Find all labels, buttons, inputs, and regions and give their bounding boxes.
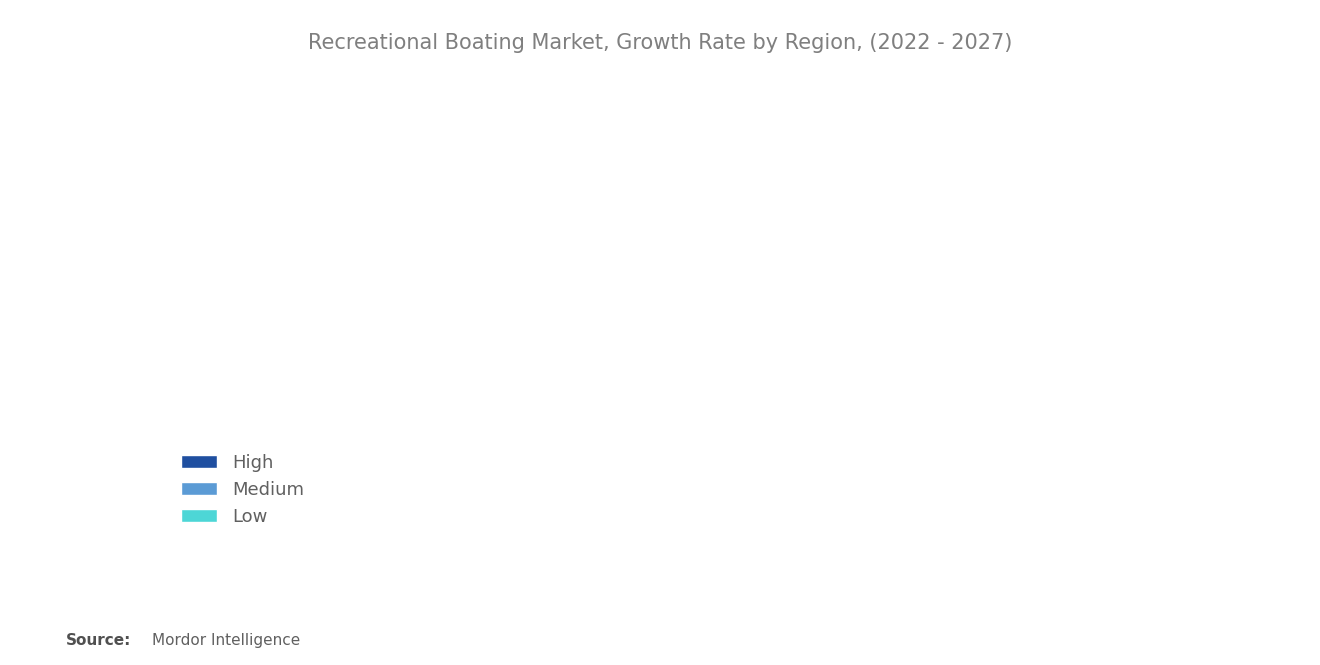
Text: Source:: Source:: [66, 633, 132, 648]
Text: Mordor Intelligence: Mordor Intelligence: [152, 633, 300, 648]
Text: Recreational Boating Market, Growth Rate by Region, (2022 - 2027): Recreational Boating Market, Growth Rate…: [308, 33, 1012, 53]
Legend: High, Medium, Low: High, Medium, Low: [174, 446, 312, 533]
